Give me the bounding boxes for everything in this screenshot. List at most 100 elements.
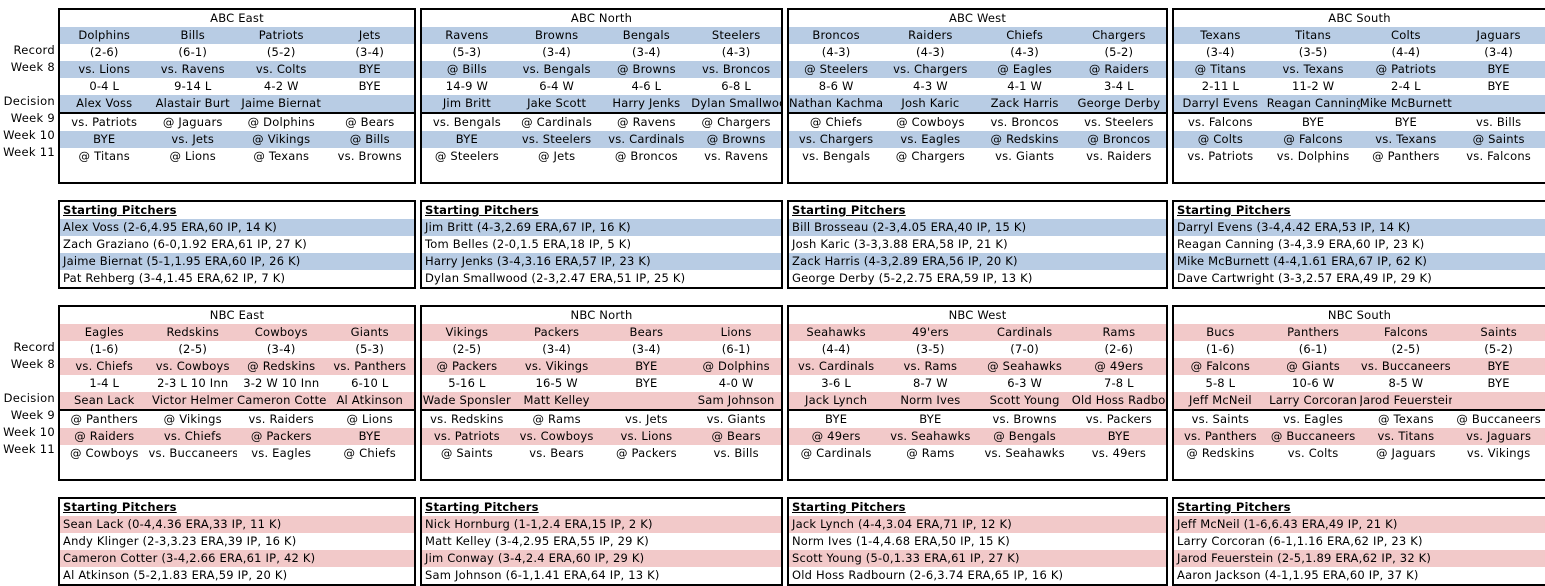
team-name-cell: Giants [325,324,414,341]
week8-opponent-cell: @ Eagles [977,61,1072,78]
week10-cell: BYE [422,131,512,148]
division-title: ABC East [60,10,414,27]
pitcher-line: Alex Voss (2-6,4.95 ERA,60 IP, 14 K) [60,219,414,236]
week8-result-row: 1-4 L 2-3 L 10 Inn 3-2 W 10 Inn 6-10 L [60,375,414,392]
team-name-cell: Lions [691,324,781,341]
week8-result-cell: 6-8 L [691,78,781,95]
decision-row: Jeff McNeil Larry Corcoran Jarod Feuerstei… [1174,392,1545,411]
decision-cell: Al Atkinson [325,392,414,411]
starting-pitchers-header: Starting Pitchers [60,202,414,219]
week10-cell: vs. Titans [1359,428,1453,445]
decision-cell: Sean Lack [60,392,149,411]
decision-row: Nathan Kachmar Josh Karic Zack Harris Georg… [789,95,1166,114]
pitcher-line: Andy Klinger (2-3,3.23 ERA,39 IP, 16 K) [60,533,414,550]
week10-cell: @ Browns [691,131,781,148]
row-label-decision: Decision [3,94,55,108]
week8-result-cell: BYE [1452,375,1545,392]
decision-cell: Jake Scott [511,95,602,114]
pitcher-line: Nick Hornburg (1-1,2.4 ERA,15 IP, 2 K) [422,516,781,533]
week8-opponent-row: vs. Lions vs. Ravens vs. Colts BYE [60,61,414,78]
pitcher-line: Jim Britt (4-3,2.69 ERA,67 IP, 16 K) [422,219,781,236]
week9-cell: @ Chargers [691,113,781,131]
team-name-cell: 49'ers [883,324,978,341]
decision-cell: Reagan Canning [1266,95,1360,114]
week8-opponent-cell: vs. Ravens [148,61,237,78]
week9-cell: @ Bears [325,113,414,131]
decision-row: Jack Lynch Norm Ives Scott Young Old Hoss R… [789,392,1166,411]
week10-cell: vs. Seahawks [883,428,978,445]
starting-pitchers-header: Starting Pitchers [789,202,1166,219]
week8-result-cell: 1-4 L [60,375,149,392]
row-label-week9: Week 9 [10,408,55,422]
week9-cell: vs. Giants [691,410,781,428]
record-cell: (4-3) [691,44,781,61]
record-cell: (2-6) [1071,341,1166,358]
week11-row: @ Redskins vs. Colts @ Jaguars vs. Vikings [1174,445,1545,462]
week8-opponent-cell: vs. Bengals [511,61,602,78]
decision-cell: Matt Kelley [511,392,602,411]
abc-schedule-row: Record Week 8 Decision Week 9 Week 10 We… [0,0,1545,184]
week10-cell: @ Bears [691,428,781,445]
week11-cell: vs. Eagles [237,445,326,462]
record-cell: (3-4) [237,341,326,358]
blank-row [789,165,1166,182]
week10-cell: @ Buccaneers [1266,428,1360,445]
week8-result-cell: 9-14 L [148,78,237,95]
division-title: NBC South [1174,307,1545,324]
label-spacer-teams [0,25,58,42]
week10-cell: @ Packers [237,428,326,445]
pitcher-row: Matt Kelley (3-4,2.95 ERA,55 IP, 29 K) [422,533,781,550]
week11-cell: @ Texans [237,148,326,165]
decision-cell: Zack Harris [977,95,1072,114]
team-name-row: Seahawks 49'ers Cardinals Rams [789,324,1166,341]
week11-row: @ Titans @ Lions @ Texans vs. Browns [60,148,414,165]
division-title: NBC East [60,307,414,324]
week9-cell: @ Chiefs [789,113,884,131]
week8-result-cell: 0-4 L [60,78,149,95]
blank-row [60,462,414,479]
decision-cell: Jarod Feuerstein [1359,392,1453,411]
record-cell: (5-3) [422,44,512,61]
week8-opponent-cell: @ Patriots [1359,61,1453,78]
week9-cell: @ Vikings [148,410,237,428]
blank-cell [60,462,414,479]
nbc-pitchers-row: Starting Pitchers Sean Lack (0-4,4.36 ERA… [0,481,1545,586]
week8-opponent-cell: @ Browns [601,61,692,78]
starting-pitchers-header-row: Starting Pitchers [60,499,414,516]
week8-result-cell: 2-11 L [1174,78,1267,95]
pitcher-row: Mike McBurnett (4-4,1.61 ERA,67 IP, 62 K… [1174,253,1545,270]
record-cell: (5-2) [237,44,326,61]
decision-cell: Jim Britt [422,95,512,114]
week11-row: @ Cardinals @ Rams vs. Seahawks vs. 49ers [789,445,1166,462]
team-name-cell: Falcons [1359,324,1453,341]
week9-cell: vs. Falcons [1174,113,1267,131]
pitcher-row: Norm Ives (1-4,4.68 ERA,50 IP, 15 K) [789,533,1166,550]
week10-cell: @ Falcons [1266,131,1360,148]
decision-cell: Jack Lynch [789,392,884,411]
division-block-nbc-west: NBC West Seahawks 49'ers Cardinals Rams (4-4)… [787,305,1168,481]
pitcher-row: Pat Rehberg (3-4,1.45 ERA,62 IP, 7 K) [60,270,414,287]
decision-cell: Old Hoss Radbourn [1071,392,1166,411]
row-label-week10: Week 10 [3,128,55,142]
week8-opponent-row: @ Steelers vs. Chargers @ Eagles @ Raiders [789,61,1166,78]
record-row: (1-6) (2-5) (3-4) (5-3) [60,341,414,358]
week9-cell: vs. Browns [977,410,1072,428]
week8-opponent-cell: @ Seahawks [977,358,1072,375]
week8-opponent-cell: @ Steelers [789,61,884,78]
starting-pitchers-header-row: Starting Pitchers [1174,202,1545,219]
week11-cell: @ Jaguars [1359,445,1453,462]
record-cell: (1-6) [60,341,149,358]
team-name-cell: Colts [1359,27,1453,44]
decision-cell [1452,392,1545,411]
week9-cell: @ Jaguars [148,113,237,131]
starting-pitchers-header-row: Starting Pitchers [789,202,1166,219]
week10-cell: @ Bills [325,131,414,148]
week10-cell: vs. Eagles [883,131,978,148]
pitcher-row: Alex Voss (2-6,4.95 ERA,60 IP, 14 K) [60,219,414,236]
team-name-cell: Patriots [237,27,326,44]
team-name-cell: Redskins [148,324,237,341]
week8-opponent-cell: @ Packers [422,358,512,375]
pitcher-line: Tom Belles (2-0,1.5 ERA,18 IP, 5 K) [422,236,781,253]
row-labels-nbc: Record Week 8 Decision Week 9 Week 10 We… [0,305,58,458]
decision-row: Jim Britt Jake Scott Harry Jenks Dylan Smal… [422,95,781,114]
